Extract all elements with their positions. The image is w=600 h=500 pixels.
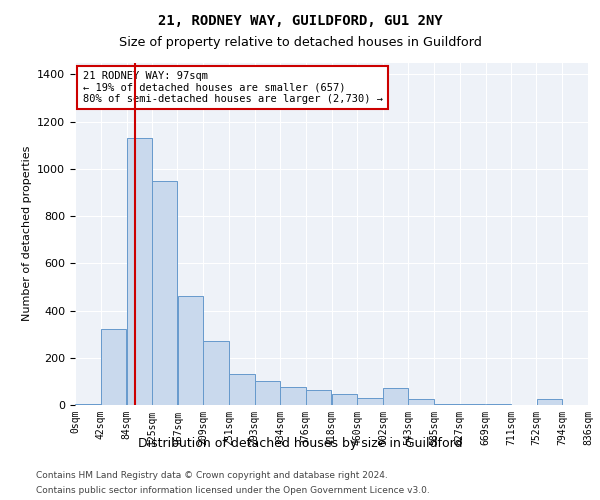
Text: Distribution of detached houses by size in Guildford: Distribution of detached houses by size …	[138, 438, 462, 450]
Bar	[358, 398, 383, 405]
Bar	[127, 138, 152, 405]
Bar	[280, 388, 305, 405]
Text: 21 RODNEY WAY: 97sqm
← 19% of detached houses are smaller (657)
80% of semi-deta: 21 RODNEY WAY: 97sqm ← 19% of detached h…	[83, 71, 383, 104]
Bar	[409, 399, 434, 405]
Text: Contains HM Land Registry data © Crown copyright and database right 2024.: Contains HM Land Registry data © Crown c…	[36, 471, 388, 480]
Text: Size of property relative to detached houses in Guildford: Size of property relative to detached ho…	[119, 36, 481, 49]
Bar	[178, 296, 203, 405]
Y-axis label: Number of detached properties: Number of detached properties	[22, 146, 32, 322]
Bar	[536, 399, 562, 405]
Bar	[485, 404, 511, 405]
Bar	[460, 404, 485, 405]
Text: Contains public sector information licensed under the Open Government Licence v3: Contains public sector information licen…	[36, 486, 430, 495]
Bar	[75, 404, 101, 405]
Bar	[229, 374, 254, 405]
Bar	[152, 180, 178, 405]
Bar	[434, 404, 460, 405]
Bar	[255, 382, 280, 405]
Bar	[306, 390, 331, 405]
Bar	[332, 394, 357, 405]
Bar	[203, 341, 229, 405]
Text: 21, RODNEY WAY, GUILDFORD, GU1 2NY: 21, RODNEY WAY, GUILDFORD, GU1 2NY	[158, 14, 442, 28]
Bar	[383, 388, 408, 405]
Bar	[101, 330, 127, 405]
